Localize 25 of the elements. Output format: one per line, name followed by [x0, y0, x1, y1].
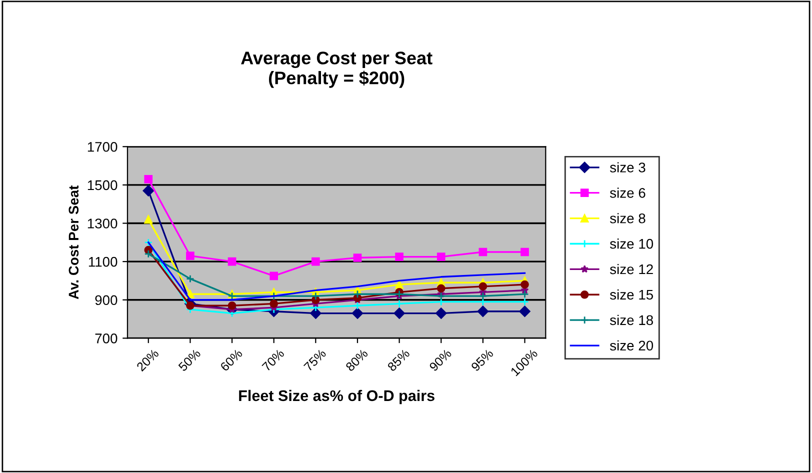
- x-tick-label: 70%: [262, 348, 285, 372]
- legend-label: size 15: [610, 289, 654, 300]
- y-tick-label: 1500: [88, 180, 118, 190]
- x-tick-label: 50%: [178, 348, 202, 372]
- x-axis-title: Fleet Size as% of O-D pairs: [239, 390, 434, 404]
- x-tick-label: 95%: [470, 348, 494, 372]
- y-tick-label: 1100: [88, 256, 118, 267]
- legend-label: size 12: [610, 264, 653, 274]
- x-tick-label: 60%: [220, 348, 243, 372]
- y-tick-label: 1300: [88, 218, 118, 228]
- legend-label: size 6: [610, 188, 646, 198]
- y-tick-label: 900: [95, 295, 118, 306]
- y-tick-label: 1700: [88, 142, 118, 152]
- x-tick-label: 80%: [345, 348, 368, 372]
- x-tick-label: 75%: [303, 348, 327, 372]
- x-tick-label: 85%: [386, 348, 410, 372]
- x-tick-label: 90%: [428, 348, 452, 372]
- y-tick-label: 700: [95, 334, 118, 344]
- legend-label: size 3: [610, 162, 646, 172]
- legend-label: size 8: [610, 213, 646, 224]
- y-axis-title: Av. Cost Per Seat: [68, 185, 79, 300]
- legend-label: size 18: [610, 314, 653, 326]
- legend-label: size 20: [610, 340, 654, 351]
- legend-label: size 10: [610, 238, 654, 249]
- chart-title: Average Cost per Seat (Penalty = $200): [241, 52, 432, 88]
